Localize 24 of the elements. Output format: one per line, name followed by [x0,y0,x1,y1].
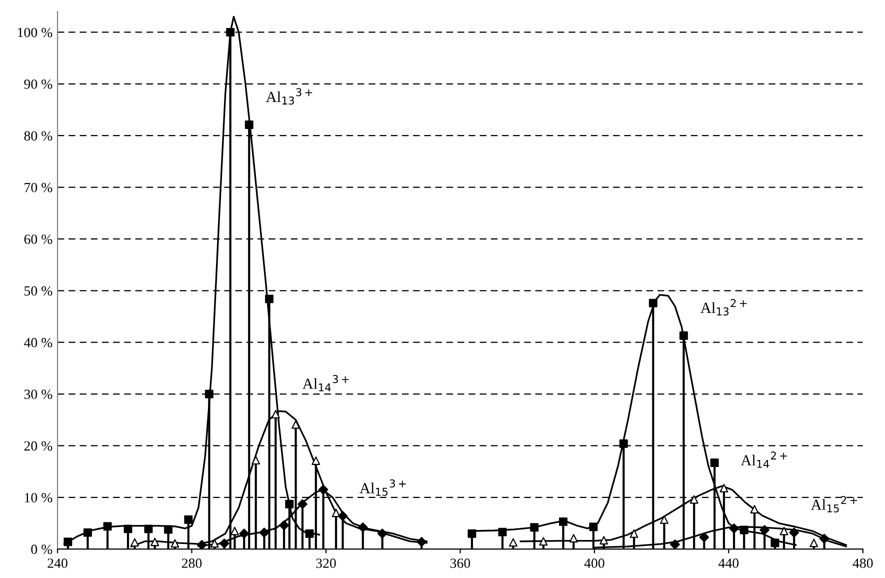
y-tick-label: 90 % [24,80,52,89]
y-tick-label: 60 % [24,234,52,244]
x-tick-label: 280 [182,558,202,568]
y-tick-label: 50 % [24,286,52,296]
x-tick-label: 440 [718,558,739,568]
x-tick-label: 240 [48,558,68,568]
annotation: Al$_{14}$$^{3+}$ [302,375,349,392]
annotation: Al$_{13}$$^{3+}$ [266,88,312,105]
x-tick-label: 360 [450,558,470,568]
x-tick-label: 400 [584,558,604,568]
y-tick-label: 0 % [31,544,52,554]
y-tick-label: 70 % [24,182,52,192]
annotation: Al$_{14}$$^{2+}$ [740,452,787,468]
annotation: Al$_{15}$$^{3+}$ [360,479,406,496]
y-tick-label: 30 % [24,390,52,400]
x-tick-label: 320 [316,558,336,568]
x-tick-label: 480 [852,558,873,568]
annotation: Al$_{13}$$^{2+}$ [700,299,747,316]
y-tick-label: 100 % [18,28,52,38]
y-tick-label: 10 % [24,492,52,502]
y-tick-label: 20 % [24,441,52,451]
y-tick-label: 80 % [24,131,52,141]
y-tick-label: 40 % [24,338,52,348]
annotation: Al$_{15}$$^{2+}$ [810,496,858,512]
